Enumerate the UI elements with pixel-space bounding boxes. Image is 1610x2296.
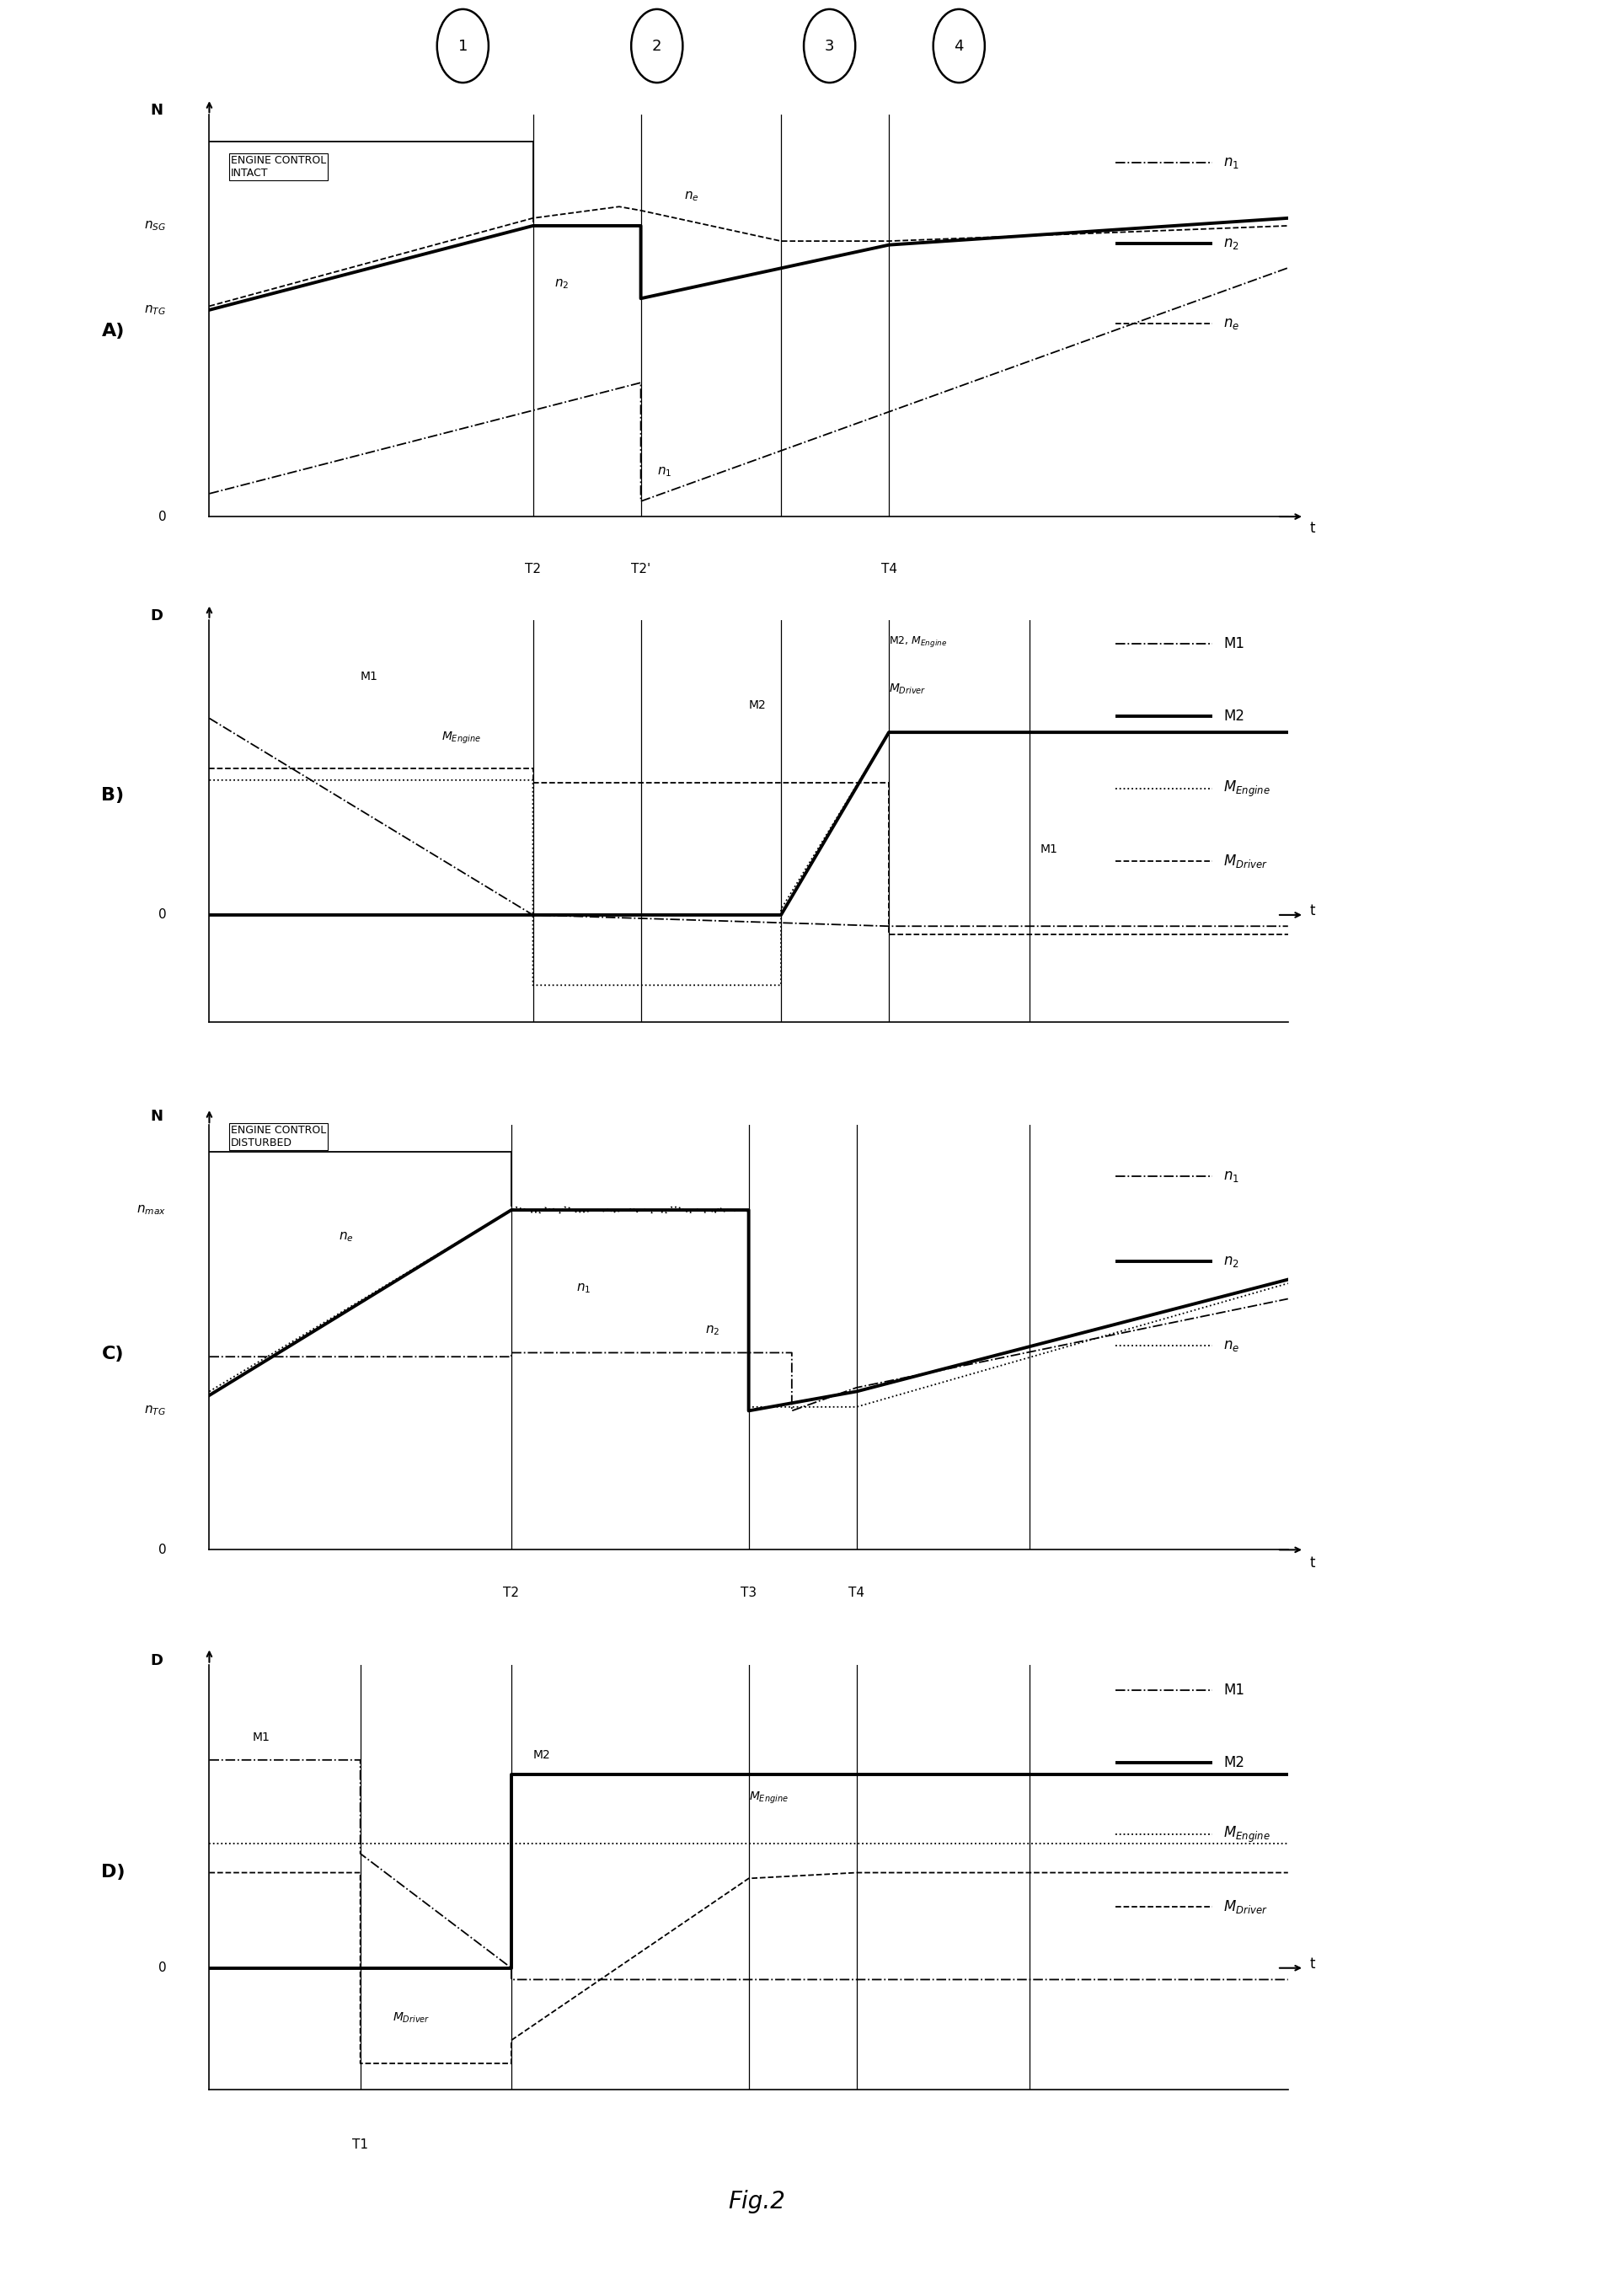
Text: $M_{Driver}$: $M_{Driver}$ <box>889 682 926 696</box>
Text: $n_e$: $n_e$ <box>1224 1339 1240 1355</box>
Text: D): D) <box>101 1864 126 1880</box>
Text: M2: M2 <box>1224 1754 1245 1770</box>
Text: $M_{Engine}$: $M_{Engine}$ <box>1224 1825 1270 1844</box>
Text: C): C) <box>101 1345 124 1362</box>
Text: T2: T2 <box>525 1176 541 1189</box>
Text: $n_e$: $n_e$ <box>684 191 699 202</box>
Text: T5: T5 <box>1021 1176 1037 1189</box>
Text: $n_2$: $n_2$ <box>1224 236 1240 250</box>
Text: N: N <box>150 103 163 117</box>
Text: T4: T4 <box>881 563 897 576</box>
Text: $M_{Driver}$: $M_{Driver}$ <box>393 2011 430 2025</box>
Text: $n_{TG}$: $n_{TG}$ <box>145 303 166 317</box>
Text: T3: T3 <box>741 1587 757 1598</box>
Text: N: N <box>150 1109 163 1125</box>
Text: 0: 0 <box>158 510 166 523</box>
Text: $n_1$: $n_1$ <box>1224 156 1240 170</box>
Text: 0: 0 <box>158 909 166 921</box>
Text: D: D <box>150 1653 163 1667</box>
Text: M2: M2 <box>533 1750 551 1761</box>
Text: $n_1$: $n_1$ <box>1224 1169 1240 1185</box>
Text: $n_2$: $n_2$ <box>1224 1254 1240 1270</box>
Text: t: t <box>1309 1956 1315 1972</box>
Text: 3: 3 <box>824 39 834 53</box>
Text: ENGINE CONTROL
DISTURBED: ENGINE CONTROL DISTURBED <box>230 1125 327 1148</box>
Text: $M_{Driver}$: $M_{Driver}$ <box>1224 852 1267 870</box>
Text: T4: T4 <box>881 1176 897 1189</box>
Text: $M_{Driver}$: $M_{Driver}$ <box>1224 1899 1267 1915</box>
Text: $M_{Engine}$: $M_{Engine}$ <box>1224 778 1270 799</box>
Text: M2: M2 <box>749 698 766 712</box>
Text: 0: 0 <box>158 1961 166 1975</box>
Text: $n_{max}$: $n_{max}$ <box>137 1203 166 1217</box>
Text: M2, $M_{Engine}$: M2, $M_{Engine}$ <box>889 634 947 650</box>
Text: M1: M1 <box>253 1731 270 1743</box>
Text: 4: 4 <box>955 39 964 53</box>
Text: M1: M1 <box>1224 1683 1245 1697</box>
Text: 1: 1 <box>457 39 467 53</box>
Text: T2: T2 <box>504 1587 520 1598</box>
Text: $n_2$: $n_2$ <box>705 1325 720 1336</box>
Text: T1: T1 <box>353 2138 369 2151</box>
Text: B): B) <box>101 788 124 804</box>
Text: M1: M1 <box>361 670 378 682</box>
Text: T3: T3 <box>773 1176 789 1189</box>
Text: T2: T2 <box>525 563 541 576</box>
Text: t: t <box>1309 521 1315 535</box>
Text: T4: T4 <box>848 1587 865 1598</box>
Text: t: t <box>1309 1554 1315 1570</box>
Text: $n_{TG}$: $n_{TG}$ <box>145 1405 166 1417</box>
Text: t: t <box>1309 902 1315 918</box>
Text: M1: M1 <box>1040 843 1058 856</box>
Text: T2': T2' <box>631 563 650 576</box>
Text: 2: 2 <box>652 39 662 53</box>
Text: D: D <box>150 608 163 622</box>
Text: $n_{SG}$: $n_{SG}$ <box>145 218 166 232</box>
Text: $n_e$: $n_e$ <box>1224 317 1240 331</box>
Text: M2: M2 <box>1224 709 1245 723</box>
Text: $n_1$: $n_1$ <box>576 1281 591 1295</box>
Text: $n_e$: $n_e$ <box>338 1231 354 1244</box>
Text: $n_1$: $n_1$ <box>657 466 671 478</box>
Text: A): A) <box>101 321 124 340</box>
Text: $M_{Engine}$: $M_{Engine}$ <box>441 730 481 746</box>
Text: Fig.2: Fig.2 <box>728 2190 786 2213</box>
Text: ENGINE CONTROL
INTACT: ENGINE CONTROL INTACT <box>230 156 327 179</box>
Text: M1: M1 <box>1224 636 1245 652</box>
Text: 0: 0 <box>158 1543 166 1557</box>
Text: $n_2$: $n_2$ <box>554 278 568 292</box>
Text: $M_{Engine}$: $M_{Engine}$ <box>749 1791 789 1807</box>
